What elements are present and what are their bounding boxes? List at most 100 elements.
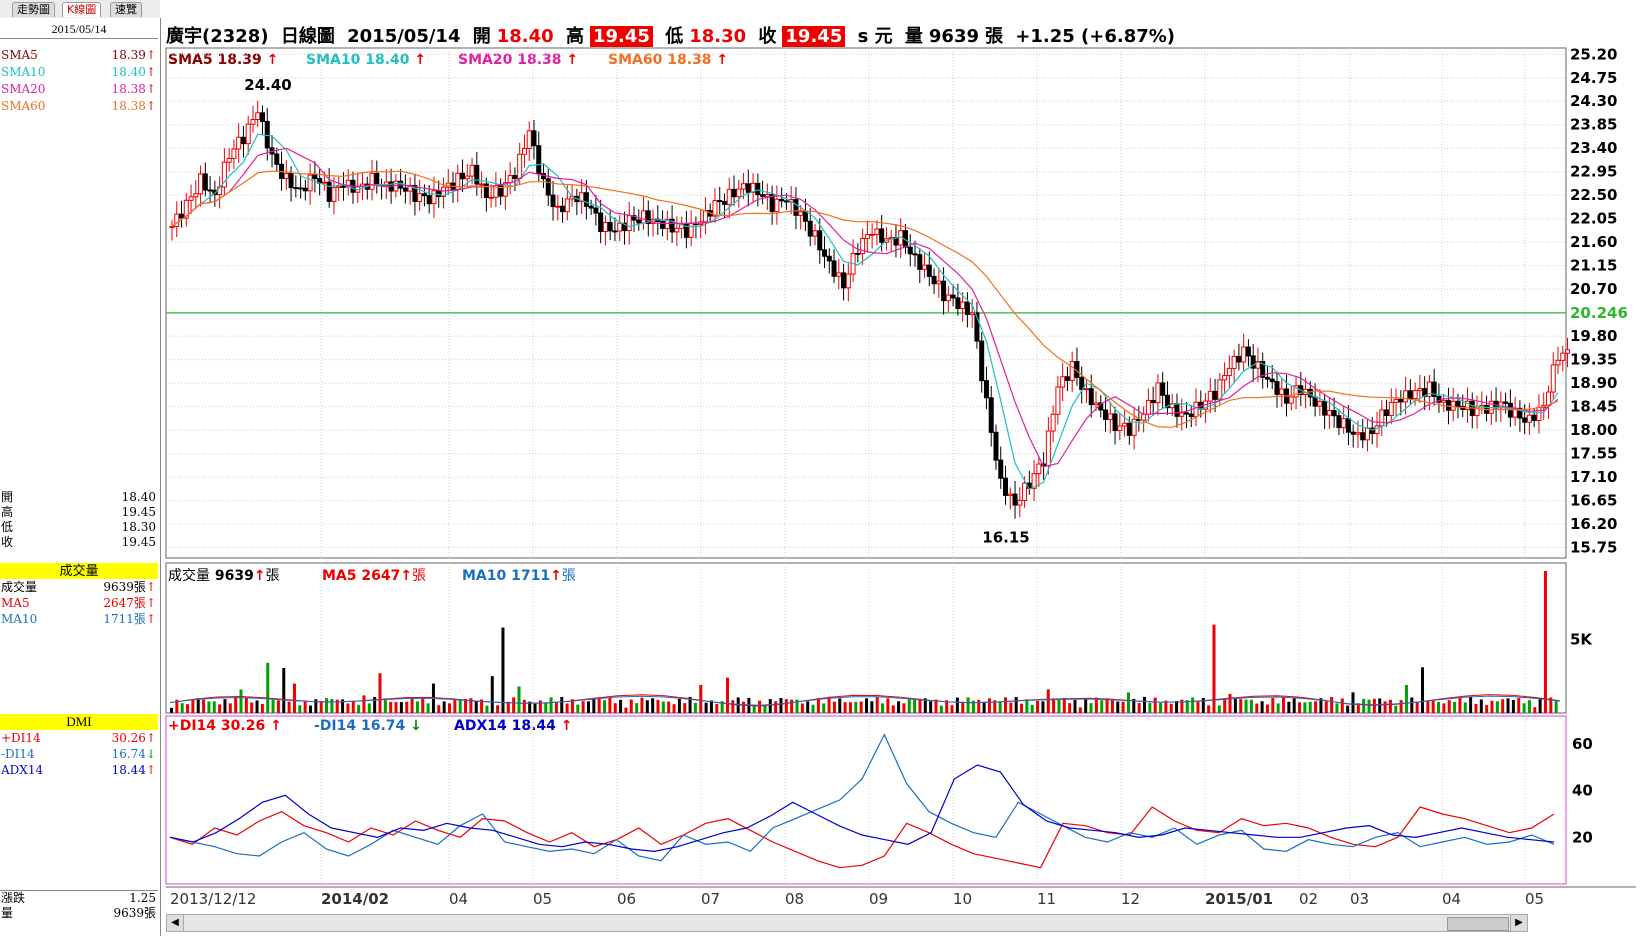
candle-body [340, 185, 346, 188]
volume-bar [1458, 697, 1462, 713]
candle-body [1093, 402, 1099, 406]
header-volume: 9639 [928, 26, 979, 47]
candle-body [212, 189, 218, 196]
label-vma10: MA10 1711↑張 [462, 568, 576, 584]
volume-bar [934, 699, 938, 713]
volume-bar [1474, 703, 1478, 713]
candle-body [1550, 364, 1556, 393]
scroll-thumb[interactable] [1447, 917, 1509, 931]
x-tick-label: 03 [1350, 890, 1369, 908]
volume-bar [234, 696, 238, 713]
candle-body [1255, 361, 1261, 369]
candle-body [598, 212, 604, 232]
candle-body [1369, 427, 1375, 435]
candle-body [383, 181, 389, 187]
volume-bar [549, 697, 553, 713]
label-sma10: SMA10 18.40 ↑ [306, 52, 427, 68]
candle-body [555, 205, 561, 208]
volume-bar [1298, 702, 1302, 713]
volume-bar [367, 703, 371, 713]
volume-bar [1479, 699, 1483, 713]
pdi-line [169, 806, 1555, 869]
volume-bar [1046, 689, 1050, 713]
volume-bar [907, 699, 911, 713]
volume-bar [191, 700, 195, 713]
volume-bar [939, 705, 943, 713]
volume-bar [1431, 699, 1435, 713]
tab-trend[interactable]: 走勢圖 [12, 2, 55, 17]
volume-bar [1036, 700, 1040, 713]
candle-body [226, 157, 232, 163]
left-pdi: +DI14 30.26↑ [1, 731, 156, 745]
candle-body [1103, 409, 1109, 420]
candle-body [674, 227, 680, 233]
candle-body [1250, 355, 1256, 369]
price-tick-label: 24.75 [1570, 69, 1617, 87]
candle-body [750, 182, 756, 193]
volume-bar [1105, 698, 1109, 713]
x-tick-label: 11 [1037, 890, 1056, 908]
candle-body [669, 218, 675, 233]
volume-bar [731, 700, 735, 713]
candle-body [822, 249, 828, 257]
candle-body [941, 280, 947, 302]
volume-bar [244, 697, 248, 713]
candle-body [440, 186, 446, 198]
candle-body [298, 187, 304, 190]
volume-bar [827, 696, 831, 713]
candle-body [1355, 432, 1361, 435]
candle-body [1064, 376, 1070, 381]
volume-bar [533, 703, 537, 713]
volume-bar [501, 627, 505, 713]
candle-body [617, 222, 623, 232]
candle-body [936, 280, 942, 285]
tab-overview[interactable]: 速覽 [110, 2, 142, 17]
horizontal-scrollbar[interactable]: ◀ ▶ [166, 914, 1528, 932]
candle-body [1465, 400, 1471, 410]
volume-bar [1314, 701, 1318, 713]
volume-bar [1463, 702, 1467, 713]
volume-bar [228, 703, 232, 713]
volume-ma10-line [169, 695, 1561, 706]
volume-bar [1212, 624, 1216, 713]
candle-body [912, 253, 918, 256]
volume-bar [950, 705, 954, 713]
candle-body [488, 196, 494, 199]
volume-bar [597, 698, 601, 713]
scroll-right-icon[interactable]: ▶ [1510, 915, 1527, 931]
candle-body [502, 182, 508, 197]
volume-bar [838, 698, 842, 713]
volume-bar [1421, 667, 1424, 713]
candle-body [583, 192, 589, 207]
scroll-left-icon[interactable]: ◀ [167, 915, 184, 931]
x-tick-label: 10 [953, 890, 972, 908]
volume-bar [309, 705, 312, 713]
volume-bar [608, 697, 612, 713]
x-tick-label: 08 [785, 890, 804, 908]
volume-bar [1388, 699, 1392, 713]
candle-body [517, 153, 523, 179]
candle-body [836, 272, 842, 277]
volume-bar [1442, 703, 1446, 713]
candle-body [812, 230, 818, 237]
candle-body [1141, 413, 1147, 421]
volume-bar [843, 702, 847, 713]
tab-kline[interactable]: K線圖 [62, 2, 102, 17]
volume-bar [1485, 705, 1489, 713]
volume-bar [1004, 697, 1007, 713]
candle-body [974, 312, 980, 342]
volume-bar [298, 705, 302, 713]
volume-bar [565, 703, 569, 713]
candle-body [1036, 463, 1042, 475]
candle-body [831, 260, 837, 277]
candle-body [1179, 412, 1185, 417]
left-open: 開 18.40 [1, 490, 156, 504]
volume-bar [1228, 693, 1232, 713]
x-tick-label: 04 [1442, 890, 1461, 908]
candle-body [1260, 361, 1266, 378]
candle-body [1288, 396, 1294, 404]
volume-bar [1554, 700, 1558, 713]
volume-bar [1437, 702, 1441, 713]
candle-body [1345, 418, 1351, 433]
candle-body [1222, 374, 1228, 381]
